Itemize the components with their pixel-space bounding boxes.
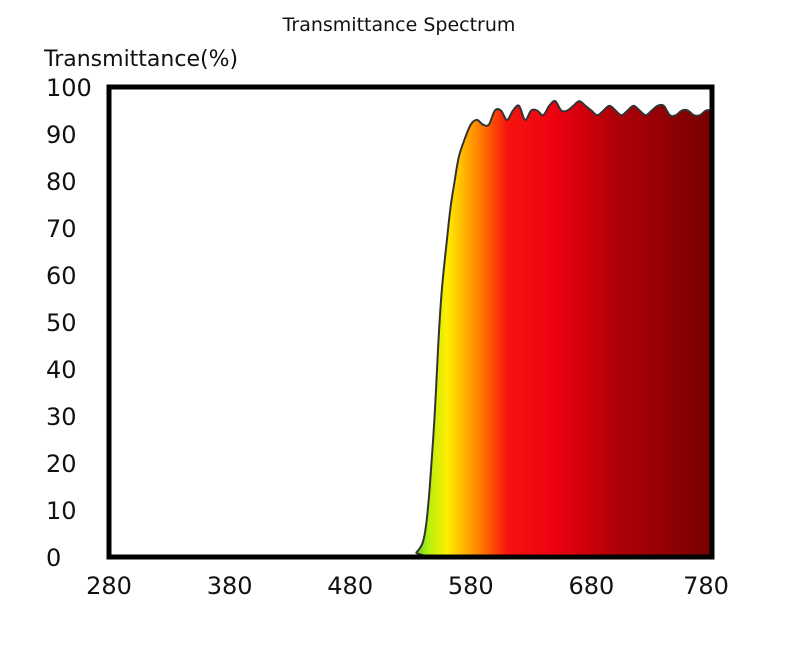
y-axis-ticks: 0 10 20 30 40 50 60 70 80 90 100 — [46, 74, 92, 572]
y-tick-label: 100 — [46, 74, 92, 102]
y-tick-label: 60 — [46, 262, 77, 290]
x-tick-label: 480 — [327, 572, 373, 600]
y-tick-label: 0 — [46, 544, 61, 572]
x-axis-ticks: 280 380 480 580 680 780 — [86, 572, 729, 600]
y-tick-label: 50 — [46, 309, 77, 337]
y-tick-label: 70 — [46, 215, 77, 243]
y-axis-label: Transmittance(%) — [43, 47, 238, 72]
y-tick-label: 40 — [46, 356, 77, 384]
plot-frame — [106, 84, 715, 560]
y-tick-label: 10 — [46, 497, 77, 525]
y-tick-label: 80 — [46, 168, 77, 196]
transmittance-area — [109, 100, 712, 558]
area-layer — [109, 100, 712, 558]
line-layer — [108, 99, 713, 559]
x-tick-label: 380 — [207, 572, 253, 600]
x-tick-label: 680 — [568, 572, 614, 600]
y-tick-label: 30 — [46, 403, 77, 431]
transmittance-line — [108, 99, 713, 559]
y-tick-label: 90 — [46, 121, 77, 149]
x-tick-label: 580 — [448, 572, 494, 600]
x-tick-label: 780 — [683, 572, 729, 600]
chart-title: Transmittance Spectrum — [282, 14, 516, 36]
x-tick-label: 280 — [86, 572, 132, 600]
y-tick-label: 20 — [46, 450, 77, 478]
